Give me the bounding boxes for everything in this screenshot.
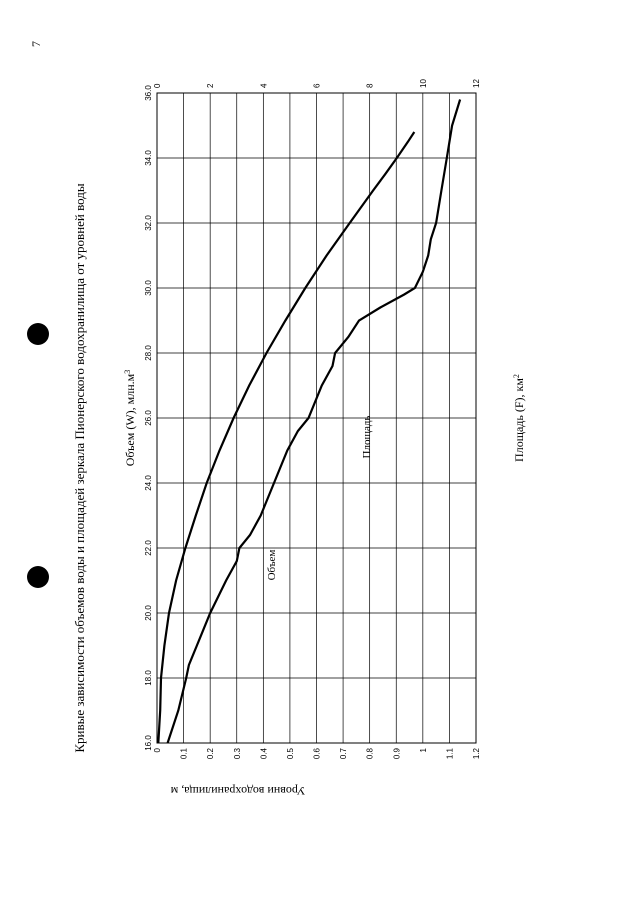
annotation-area: Площадь	[361, 416, 373, 459]
level-axis-ticks: 16.0 18.0 20.0 22.0 24.0 26.0 28.0 30.0 32.0 34.0…	[144, 85, 153, 751]
level-tick-label: 20.0	[144, 605, 153, 621]
area-tick-label: 0.8	[366, 747, 375, 759]
level-tick-label: 24.0	[144, 475, 153, 491]
area-tick-label: 1.1	[445, 747, 454, 759]
level-tick-label: 16.0	[144, 735, 153, 751]
punch-hole-top	[27, 323, 49, 345]
chart-title: Кривые зависимости объемов воды и площад…	[72, 183, 87, 753]
area-tick-label: 0.5	[286, 747, 295, 759]
area-tick-label: 0.1	[180, 747, 189, 759]
volume-axis-label-text: Объем (W), млн.м	[123, 373, 137, 466]
volume-tick-label: 6	[313, 83, 322, 88]
level-tick-label: 28.0	[144, 345, 153, 361]
level-tick-label: 30.0	[144, 280, 153, 296]
level-tick-label: 36.0	[144, 85, 153, 101]
volume-axis-label: Объем (W), млн.м3	[123, 370, 138, 467]
volume-axis-ticks: 0 2 4 6 8 10 12	[153, 79, 481, 88]
area-axis-label-text: Площадь (F), км	[512, 378, 526, 462]
volume-curve	[157, 131, 416, 744]
volume-axis-label-sup: 3	[123, 370, 132, 374]
area-tick-label: 1.2	[472, 747, 481, 759]
volume-tick-label: 4	[259, 83, 268, 88]
area-axis-label-sup: 2	[512, 374, 521, 378]
area-tick-label: 0.7	[339, 747, 348, 759]
area-tick-label: 0.2	[206, 747, 215, 759]
area-tick-label: 0.3	[233, 747, 242, 759]
volume-tick-label: 12	[472, 79, 481, 88]
punch-hole-bottom	[27, 566, 49, 588]
volume-tick-label: 8	[366, 83, 375, 88]
grid-vertical	[156, 93, 477, 743]
area-tick-label: 0.9	[392, 747, 401, 759]
area-axis-ticks: 0 0.1 0.2 0.3 0.4 0.5 0.6 0.7 0.8 0.9 1 1.1 1.2	[153, 747, 481, 759]
volume-tick-label: 10	[419, 79, 428, 88]
area-tick-label: 1	[419, 747, 428, 752]
annotation-volume: Объем	[266, 550, 278, 581]
level-tick-label: 34.0	[144, 150, 153, 166]
level-tick-label: 32.0	[144, 215, 153, 231]
area-axis-label: Площадь (F), км2	[512, 374, 527, 462]
volume-tick-label: 0	[153, 83, 162, 88]
level-tick-label: 26.0	[144, 410, 153, 426]
page-number: 7	[29, 41, 43, 47]
area-tick-label: 0.4	[259, 747, 268, 759]
level-tick-label: 18.0	[144, 670, 153, 686]
area-curve	[166, 99, 462, 744]
area-tick-label: 0.6	[313, 747, 322, 759]
level-tick-label: 22.0	[144, 540, 153, 556]
level-axis-label: Уровни водохранилища, м	[170, 784, 305, 798]
area-tick-label: 0	[153, 747, 162, 752]
volume-tick-label: 2	[206, 83, 215, 88]
